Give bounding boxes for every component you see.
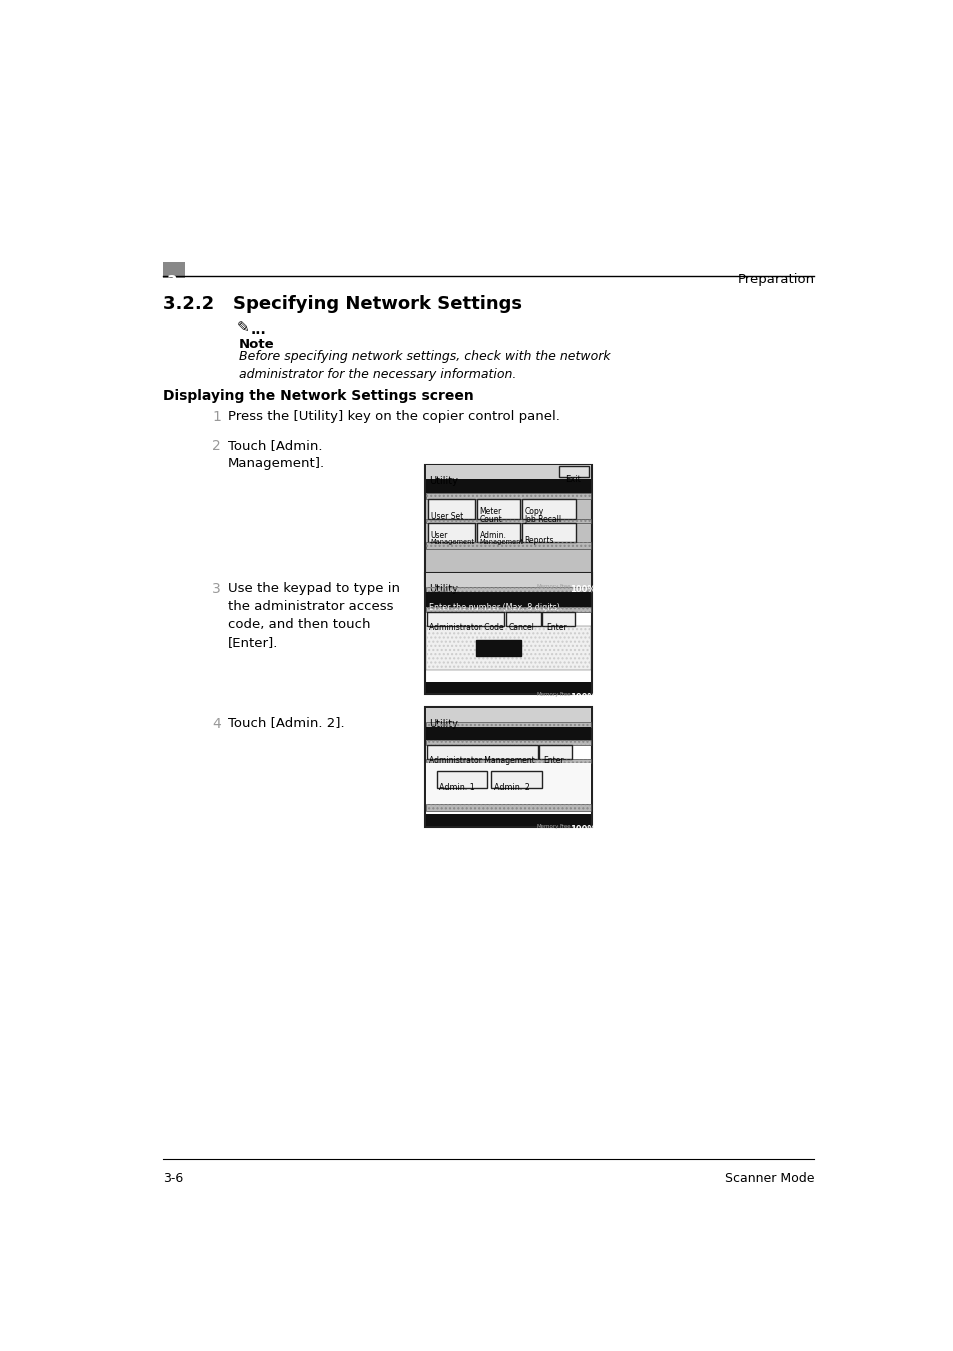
Bar: [426, 592, 591, 607]
Bar: [426, 804, 591, 811]
Bar: [425, 465, 592, 586]
Text: User Set: User Set: [431, 512, 462, 521]
Text: Utility: Utility: [429, 477, 457, 486]
Bar: [426, 626, 591, 670]
Bar: [426, 727, 591, 740]
Bar: [427, 744, 537, 759]
Text: 2: 2: [212, 439, 221, 454]
Text: Free: Free: [558, 692, 571, 697]
Bar: [163, 262, 185, 277]
Text: Note: Note: [238, 338, 274, 351]
Text: Enter: Enter: [542, 755, 563, 765]
Text: Reports: Reports: [524, 536, 554, 546]
Bar: [425, 708, 592, 827]
Text: Administrator Management: Administrator Management: [429, 755, 535, 765]
Bar: [426, 740, 591, 744]
Text: Utility: Utility: [429, 719, 457, 728]
Text: 4: 4: [212, 716, 221, 731]
Bar: [426, 588, 591, 592]
Bar: [505, 612, 540, 626]
Bar: [426, 493, 591, 500]
Bar: [428, 500, 475, 519]
Bar: [426, 721, 591, 727]
Text: Before specifying network settings, check with the network
administrator for the: Before specifying network settings, chec…: [238, 350, 610, 381]
Bar: [426, 493, 591, 500]
Text: Management: Management: [431, 539, 475, 544]
Text: Free: Free: [558, 824, 571, 830]
Text: Press the [Utility] key on the copier control panel.: Press the [Utility] key on the copier co…: [228, 411, 559, 423]
Bar: [476, 640, 520, 655]
Text: 100%: 100%: [570, 693, 596, 701]
Bar: [538, 744, 571, 759]
Text: Touch [Admin. 2].: Touch [Admin. 2].: [228, 716, 344, 730]
Bar: [426, 574, 591, 585]
Text: Cancel: Cancel: [508, 623, 534, 631]
Bar: [425, 573, 592, 694]
Text: Exit: Exit: [564, 474, 580, 484]
Bar: [426, 519, 591, 523]
Bar: [476, 523, 519, 543]
Bar: [426, 804, 591, 811]
Bar: [558, 466, 588, 477]
Text: Management: Management: [479, 539, 523, 544]
Text: 3-6: 3-6: [163, 1173, 184, 1185]
Bar: [426, 588, 591, 592]
Text: Job Recall: Job Recall: [524, 515, 561, 524]
Bar: [426, 607, 591, 612]
Text: ...: ...: [251, 323, 267, 336]
Bar: [426, 573, 591, 588]
Text: Enter the number (Max. 8 digits).: Enter the number (Max. 8 digits).: [429, 604, 562, 612]
Bar: [426, 519, 591, 523]
Text: Memory: Memory: [536, 824, 558, 830]
Text: Preparation: Preparation: [737, 273, 814, 286]
Text: ✎: ✎: [236, 320, 250, 335]
Bar: [426, 480, 591, 493]
Bar: [521, 500, 576, 519]
Bar: [426, 721, 591, 727]
Text: 3.2.2   Specifying Network Settings: 3.2.2 Specifying Network Settings: [163, 295, 522, 312]
Text: User: User: [431, 531, 448, 540]
Bar: [426, 626, 591, 670]
Text: Copy: Copy: [524, 507, 543, 516]
Bar: [426, 759, 591, 763]
Bar: [426, 759, 591, 763]
Text: Displaying the Network Settings screen: Displaying the Network Settings screen: [163, 389, 474, 403]
Bar: [426, 543, 591, 549]
Bar: [426, 682, 591, 693]
Text: Utility: Utility: [429, 584, 457, 594]
Text: Meter: Meter: [479, 507, 501, 516]
Bar: [426, 815, 591, 825]
Text: 100%: 100%: [570, 825, 596, 834]
Text: Enter: Enter: [546, 623, 566, 631]
Text: 100%: 100%: [570, 585, 596, 594]
Bar: [436, 771, 487, 788]
Text: Administrator Code: Administrator Code: [429, 623, 503, 631]
Bar: [491, 771, 541, 788]
Bar: [542, 612, 575, 626]
Bar: [521, 523, 576, 543]
Text: Admin. 1: Admin. 1: [439, 782, 475, 792]
Bar: [426, 607, 591, 612]
Bar: [427, 612, 504, 626]
Text: Scanner Mode: Scanner Mode: [724, 1173, 814, 1185]
Bar: [428, 523, 475, 543]
Text: Admin.: Admin.: [479, 531, 506, 540]
Bar: [426, 708, 591, 721]
Bar: [426, 466, 591, 480]
Text: Touch [Admin.
Management].: Touch [Admin. Management].: [228, 439, 325, 470]
Text: Count: Count: [479, 515, 502, 524]
Text: Free: Free: [558, 584, 571, 589]
Text: 1: 1: [212, 411, 221, 424]
Bar: [426, 543, 591, 549]
Bar: [426, 740, 591, 744]
Text: Admin. 2: Admin. 2: [493, 782, 529, 792]
Text: 3: 3: [212, 582, 221, 596]
Bar: [476, 500, 519, 519]
Text: Memory: Memory: [536, 584, 558, 589]
Text: Memory: Memory: [536, 692, 558, 697]
Bar: [426, 763, 591, 804]
Text: 3: 3: [167, 274, 177, 289]
Text: Use the keypad to type in
the administrator access
code, and then touch
[Enter].: Use the keypad to type in the administra…: [228, 582, 399, 648]
